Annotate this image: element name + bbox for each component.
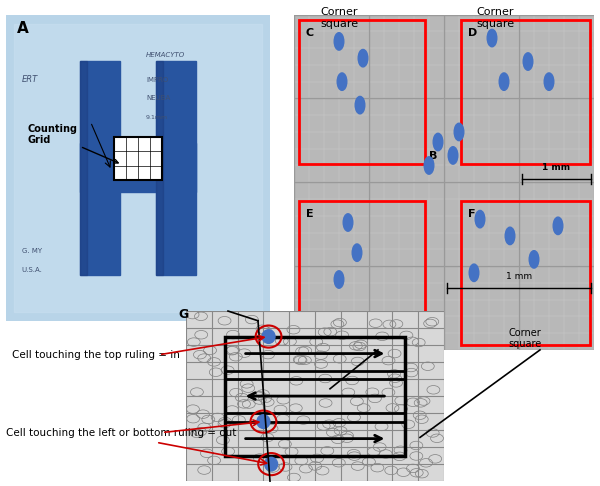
Ellipse shape [523,53,533,70]
Bar [224,337,406,456]
Bar [461,19,589,164]
Ellipse shape [334,271,344,288]
Text: Corner
square: Corner square [508,328,542,349]
Text: IMPRO: IMPRO [146,77,168,83]
Bar [299,19,425,164]
Ellipse shape [553,217,563,235]
Text: Corner
square: Corner square [476,7,514,29]
Text: NEUBA: NEUBA [146,95,170,101]
Text: F: F [468,209,476,220]
Text: HEMACYTO: HEMACYTO [146,52,185,58]
Text: 1 mm: 1 mm [542,163,571,172]
Ellipse shape [448,147,458,164]
Ellipse shape [505,227,515,244]
Bar [114,137,162,180]
Ellipse shape [454,123,464,140]
Text: D: D [468,28,477,38]
Bar [224,421,406,456]
Ellipse shape [529,251,539,268]
Bar [157,61,196,275]
Ellipse shape [424,157,434,174]
Bar [157,61,163,275]
Text: Cell touching the left or bottom ruling = out: Cell touching the left or bottom ruling … [6,428,236,437]
Text: 9.1mm: 9.1mm [146,115,168,120]
Text: B: B [429,151,437,161]
Ellipse shape [544,73,554,90]
Ellipse shape [433,133,443,151]
Ellipse shape [262,330,275,343]
Bar [461,201,589,345]
Text: Corner
square: Corner square [320,7,358,29]
Text: ERT: ERT [22,75,38,84]
Text: 1 mm: 1 mm [506,272,532,281]
Text: Counting
Grid: Counting Grid [27,123,118,163]
Bar [80,143,196,192]
Bar [224,336,406,370]
Ellipse shape [499,73,509,90]
Ellipse shape [334,33,344,50]
Text: E: E [306,209,314,220]
Ellipse shape [257,415,270,429]
Ellipse shape [343,214,353,231]
Ellipse shape [475,210,485,228]
Ellipse shape [355,96,365,114]
Ellipse shape [487,29,497,47]
Text: Cell touching the top ruling = in: Cell touching the top ruling = in [12,350,180,360]
Text: G: G [178,308,188,321]
Ellipse shape [337,73,347,90]
Bar [80,61,86,275]
Ellipse shape [352,244,362,261]
Ellipse shape [358,50,368,67]
Bar [299,201,425,345]
Text: Corner
square: Corner square [345,328,378,349]
Bar [80,61,119,275]
Text: G. MY: G. MY [22,248,42,254]
Text: C: C [306,28,314,38]
Text: U.S.A.: U.S.A. [22,267,43,273]
Bar [224,379,406,413]
Ellipse shape [265,457,278,471]
Text: A: A [17,21,28,36]
Ellipse shape [469,264,479,281]
